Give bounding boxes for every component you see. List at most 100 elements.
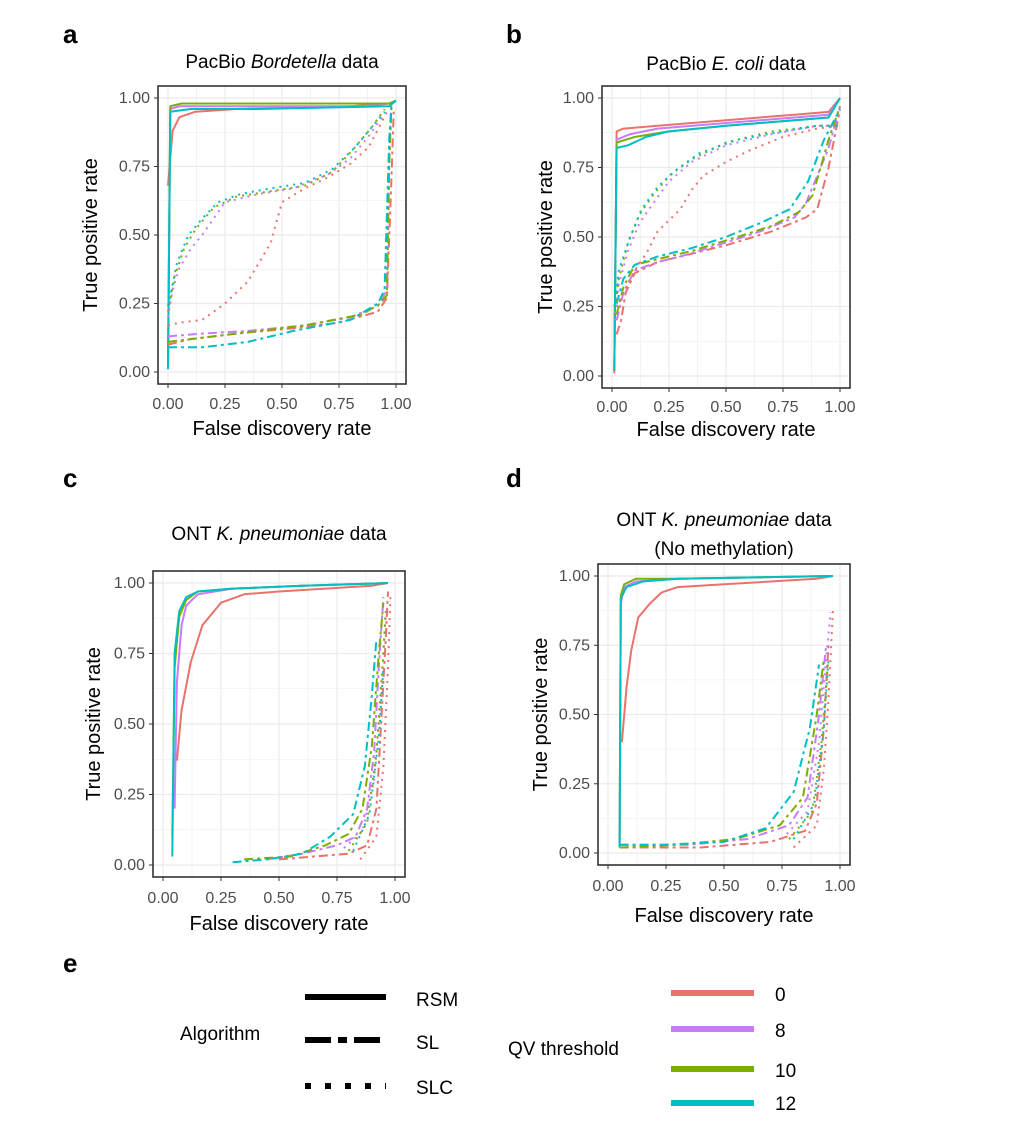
series-line-rsm-qv0 <box>175 582 389 761</box>
y-tick-label: 0.25 <box>563 299 594 316</box>
series-line-slc-qv8 <box>167 111 388 318</box>
legend-label-qv10: 10 <box>775 1061 796 1082</box>
series-line-slc-qv0 <box>359 597 392 860</box>
series-line-sl-qv12 <box>619 664 821 846</box>
chart-title-part: data <box>789 510 832 531</box>
legend-label-sl: SL <box>416 1033 439 1054</box>
series-line-sl-qv0 <box>278 591 389 861</box>
y-tick-label: 0.25 <box>559 776 590 793</box>
x-tick-label: 0.00 <box>152 396 183 413</box>
series-line-slc-qv12 <box>352 667 385 852</box>
y-tick-label: 1.00 <box>563 90 594 107</box>
y-tick-label: 0.50 <box>114 716 145 733</box>
chart-title: PacBio E. coli data <box>646 54 806 75</box>
series-line-slc-qv0 <box>615 124 841 307</box>
series-line-sl-qv0 <box>615 108 841 335</box>
legend-qv-title: QV threshold <box>508 1039 619 1060</box>
series-line-sl-qv12 <box>232 639 378 864</box>
series-line-rsm-qv12 <box>167 99 397 370</box>
y-axis-label: True positive rate <box>83 647 105 801</box>
chart-title-part: ONT <box>616 510 661 531</box>
panels: 0.000.000.250.250.500.500.750.751.001.00… <box>80 52 856 935</box>
x-tick-label: 0.50 <box>266 396 297 413</box>
series-line-sl-qv10 <box>619 658 825 849</box>
series-line-sl-qv10 <box>167 106 393 343</box>
chart-title-part: PacBio <box>185 52 250 73</box>
panel-label-c: c <box>63 463 77 493</box>
series-line-slc-qv12 <box>167 111 386 307</box>
chart-title-species: Bordetella <box>251 52 337 73</box>
series-line-sl-qv8 <box>615 106 841 321</box>
y-tick-label: 0.50 <box>559 707 590 724</box>
x-tick-label: 0.25 <box>209 396 240 413</box>
series-line-sl-qv10 <box>615 105 841 316</box>
x-tick-label: 0.50 <box>708 878 739 895</box>
panel-label-b: b <box>506 19 522 49</box>
x-tick-label: 0.50 <box>263 890 294 907</box>
y-tick-label: 0.75 <box>559 637 590 654</box>
y-tick-label: 0.00 <box>114 857 145 874</box>
x-tick-label: 0.25 <box>205 890 236 907</box>
y-axis-label: True positive rate <box>80 158 102 312</box>
series-line-rsm-qv8 <box>613 97 841 371</box>
legend-algorithm: Algorithm RSM SL SLC <box>180 990 458 1099</box>
legend-label-qv12: 12 <box>775 1094 796 1115</box>
series-line-sl-qv12 <box>168 106 393 349</box>
panel-label-e: e <box>63 948 77 978</box>
x-tick-label: 0.00 <box>147 890 178 907</box>
series-line-rsm-qv0 <box>620 575 834 743</box>
chart-panel-b: 0.000.00 0.25 0.25 0.50 0.50 0.75 0.75 1.00 1.00… <box>535 54 856 441</box>
x-axis-label: False discovery rate <box>637 419 816 441</box>
legend-algorithm-title: Algorithm <box>180 1024 260 1045</box>
x-tick-label: 1.00 <box>379 890 410 907</box>
x-axis-label: False discovery rate <box>635 905 814 927</box>
chart-title-species: K. pneumoniae <box>216 524 344 545</box>
x-tick-label: 0.25 <box>650 878 681 895</box>
y-tick-label: 1.00 <box>119 90 150 107</box>
x-axis-label: False discovery rate <box>190 913 369 935</box>
chart-title-part: PacBio <box>646 54 711 75</box>
y-tick-label: 0.50 <box>563 229 594 246</box>
x-tick-label: 0.00 <box>596 399 627 416</box>
y-tick-label: 0.75 <box>563 160 594 177</box>
series-line-sl-qv0 <box>619 645 830 849</box>
x-tick-label: 1.00 <box>824 399 855 416</box>
y-tick-label: 1.00 <box>114 575 145 592</box>
legend-label-qv8: 8 <box>775 1021 786 1042</box>
x-tick-label: 0.50 <box>710 399 741 416</box>
chart-title-part: data <box>344 524 387 545</box>
panel-label-a: a <box>63 19 78 49</box>
legend-qv: QV threshold 0 8 10 12 <box>508 985 796 1115</box>
series-line-slc-qv12 <box>613 124 840 307</box>
series-line-sl-qv8 <box>267 597 385 861</box>
series-line-slc-qv0 <box>792 609 834 849</box>
x-tick-label: 0.75 <box>321 890 352 907</box>
x-axis-label: False discovery rate <box>193 418 372 440</box>
x-tick-label: 0.25 <box>653 399 684 416</box>
series-line-rsm-qv12 <box>618 575 834 848</box>
chart-title: ONT K. pneumoniae data <box>171 524 387 545</box>
series-line-sl-qv0 <box>167 111 395 346</box>
chart-panel-c: 0.000.00 0.25 0.25 0.50 0.50 0.75 0.75 1.00 1.00… <box>83 524 411 935</box>
y-tick-label: 0.75 <box>114 646 145 663</box>
chart-title-species: E. coli <box>712 54 765 75</box>
series-line-rsm-qv0 <box>613 97 841 374</box>
legend-label-slc: SLC <box>416 1078 453 1099</box>
chart-panel-d: 0.000.00 0.25 0.25 0.50 0.50 0.75 0.75 1.00 1.00… <box>530 510 856 927</box>
y-axis-label: True positive rate <box>530 638 552 792</box>
y-tick-label: 0.00 <box>119 364 150 381</box>
y-tick-label: 0.25 <box>114 787 145 804</box>
x-tick-label: 1.00 <box>824 878 855 895</box>
y-tick-label: 0.00 <box>563 368 594 385</box>
x-tick-label: 0.75 <box>767 399 798 416</box>
panel-label-d: d <box>506 463 522 493</box>
y-tick-label: 0.25 <box>119 296 150 313</box>
y-axis-label: True positive rate <box>535 160 557 314</box>
series-line-sl-qv10 <box>244 602 385 861</box>
series-line-slc-qv10 <box>347 611 387 852</box>
series-line-rsm-qv12 <box>171 582 389 857</box>
chart-subtitle: (No methylation) <box>654 539 793 560</box>
series-line-slc-qv10 <box>613 124 840 315</box>
